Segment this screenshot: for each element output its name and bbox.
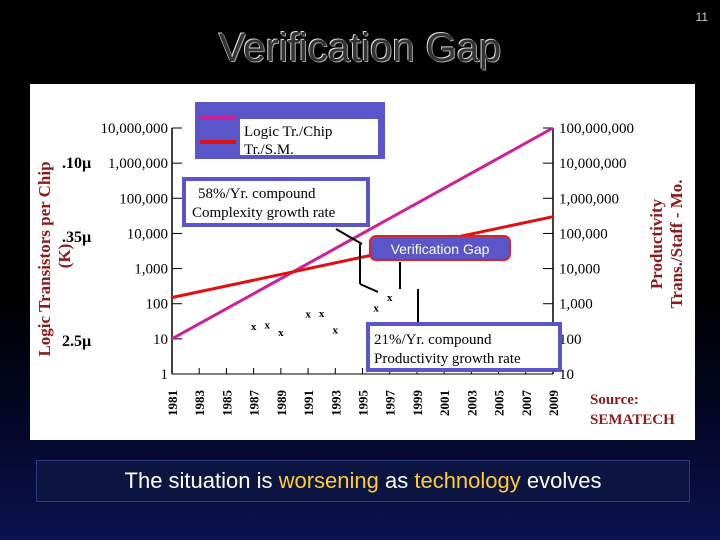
x-axis-tick-label: 2001	[437, 390, 452, 416]
x-axis-ticks: 1981 1983 1985 1987 1989 1991 1993 1995 1997 1999…	[165, 368, 561, 416]
slide-title: Verification Gap	[218, 26, 502, 70]
x-axis-tick-label: 1987	[247, 390, 262, 417]
legend-label-logic: Logic Tr./Chip	[244, 124, 332, 140]
x-axis-tick-label: 1993	[328, 390, 343, 417]
feature-size-label: .10µ	[62, 155, 91, 172]
gap-annotation-label: Verification Gap	[391, 241, 490, 257]
x-axis-tick-label: 1989	[274, 390, 289, 417]
x-axis-tick-label: 1983	[192, 390, 207, 417]
productivity-annotation-inner	[370, 326, 558, 368]
legend-label-productivity: Tr./S.M.	[244, 142, 294, 158]
right-axis-tick-label: 10,000	[559, 262, 600, 278]
gap-arrow	[359, 283, 379, 293]
left-axis-tick-label: 1,000	[134, 262, 168, 278]
series-lines	[171, 126, 554, 341]
x-axis-tick-label: 1997	[383, 390, 398, 417]
caption-box: The situation is worsening as technology…	[36, 460, 690, 502]
x-axis-tick-label: 2005	[492, 390, 507, 417]
left-axis-tick-label: 1,000,000	[108, 156, 168, 172]
left-axis-tick-label: 100,000	[119, 191, 168, 207]
left-axis-title-line1: Logic Transistors per Chip	[35, 161, 54, 356]
left-axis-title-line2: (K)	[55, 244, 74, 269]
complexity-annotation-inner	[186, 181, 366, 223]
right-axis-title-line1: Productivity	[647, 198, 666, 289]
caption-highlight: technology	[414, 468, 521, 493]
gap-annotation-box	[369, 235, 511, 261]
x-axis-tick-label: 2003	[464, 390, 479, 417]
left-axis-tick-label: 10,000,000	[101, 121, 169, 137]
productivity-annotation-line2: Productivity growth rate	[374, 351, 521, 367]
left-axis-tick-label: 10,000	[127, 226, 168, 242]
caption-text: evolves	[520, 468, 602, 493]
left-axis-ticks: 10,000,000 1,000,000 100,000 10,000 1,000 100…	[101, 121, 182, 383]
right-axis-tick-label: 10,000,000	[559, 156, 627, 172]
productivity-annotation-line1: 21%/Yr. compound	[374, 332, 492, 348]
complexity-annotation-line2: Complexity growth rate	[192, 205, 336, 221]
source-label: Source:	[590, 392, 639, 408]
right-axis-tick-label: 10	[559, 367, 574, 383]
x-axis-tick-label: 1999	[410, 390, 425, 417]
right-axis-tick-label: 100,000,000	[559, 121, 634, 137]
right-axis-tick-label: 100,000	[559, 226, 608, 242]
left-axis-tick-label: 100	[146, 297, 169, 313]
caption-text: as	[378, 468, 415, 493]
series-line	[171, 215, 554, 299]
source-name: SEMATECH	[590, 412, 675, 428]
feature-size-label: .35µ	[62, 229, 91, 246]
right-axis-title-line2: Trans./Staff - Mo.	[667, 179, 686, 308]
right-axis-ticks: 100,000,000 10,000,000 1,000,000 100,000 10,…	[543, 121, 634, 383]
feature-size-label: 2.5µ	[62, 333, 91, 350]
chart-svg: Logic Transistors per Chip (K) Productiv…	[35, 102, 686, 428]
series-line	[171, 126, 554, 341]
right-axis-tick-label: 1,000,000	[559, 191, 619, 207]
x-axis-tick-label: 1985	[219, 390, 234, 417]
scatter-marker: x	[278, 327, 284, 339]
chart-panel: Logic Transistors per Chip (K) Productiv…	[30, 84, 695, 440]
scatter-marker: x	[333, 325, 339, 337]
gap-arrow	[335, 228, 363, 245]
left-axis-tick-label: 1	[161, 367, 169, 383]
page-number: 11	[695, 10, 708, 24]
legend-label-bg	[240, 119, 378, 155]
scatter-marker: x	[387, 292, 393, 304]
right-axis-tick-label: 1,000	[559, 297, 593, 313]
scatter-marker: x	[373, 303, 379, 315]
caption-highlight: worsening	[278, 468, 379, 493]
right-axis-tick-label: 100	[559, 332, 582, 348]
complexity-annotation-line1: 58%/Yr. compound	[198, 186, 316, 202]
scatter-marker: x	[251, 321, 257, 333]
x-axis-tick-label: 1991	[301, 390, 316, 416]
x-axis-tick-label: 1995	[356, 390, 371, 417]
scatter-marker: x	[305, 309, 311, 321]
x-axis-tick-label: 2009	[546, 390, 561, 417]
left-axis-tick-label: 10	[153, 332, 168, 348]
scatter-marker: x	[265, 319, 271, 331]
scatter-marker: x	[319, 308, 325, 320]
x-axis-tick-label: 1981	[165, 390, 180, 416]
x-axis-tick-label: 2007	[519, 390, 534, 417]
caption-text: The situation is	[124, 468, 279, 493]
